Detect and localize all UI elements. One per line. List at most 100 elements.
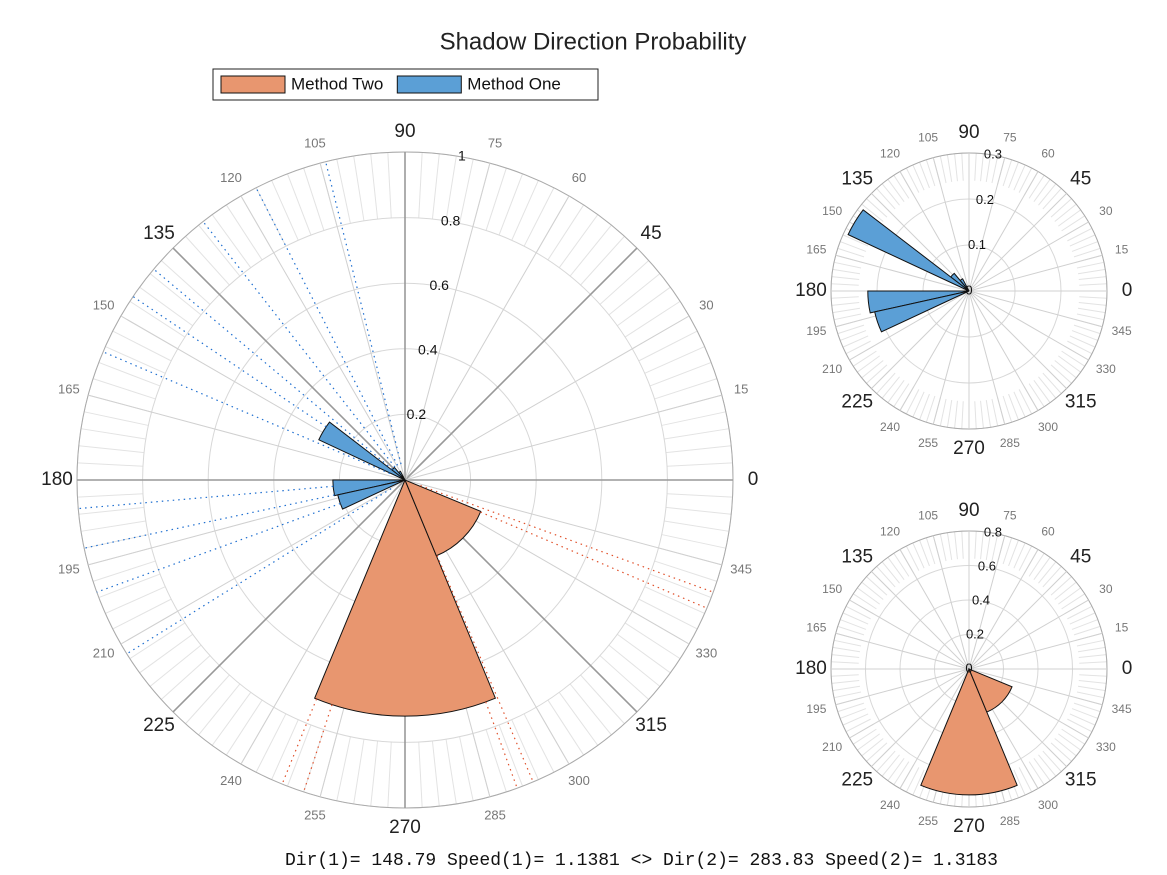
theta-tick-label: 180 [41, 469, 73, 490]
minor-spoke [511, 719, 539, 780]
theta-tick-label: 165 [806, 242, 826, 256]
minor-spoke [459, 159, 474, 224]
minor-spoke [445, 155, 457, 221]
theta-tick-label: 300 [568, 773, 590, 788]
theta-tick-label: 330 [1096, 362, 1116, 376]
minor-spoke [370, 740, 379, 807]
ray [255, 187, 399, 466]
theta-tick-label: 120 [220, 170, 242, 185]
minor-spoke [954, 531, 958, 560]
minor-spoke [1079, 674, 1107, 677]
minor-spoke [887, 179, 905, 202]
minor-spoke [837, 247, 865, 258]
theta-tick-label: 0 [1122, 658, 1133, 679]
minor-spoke [905, 167, 920, 193]
theta-tick-label: 30 [1099, 204, 1113, 218]
minor-spoke [946, 532, 953, 561]
minor-spoke [149, 273, 202, 316]
minor-spoke [624, 622, 681, 660]
minor-spoke [78, 445, 145, 454]
minor-spoke [418, 152, 423, 218]
theta-tick-label: 300 [1038, 420, 1058, 434]
spoke [240, 195, 406, 481]
theta-tick-label: 225 [841, 392, 873, 413]
theta-tick-label: 255 [918, 814, 938, 828]
spoke [932, 290, 970, 425]
minor-spoke [255, 713, 287, 773]
minor-spoke [608, 644, 661, 687]
minor-spoke [991, 155, 999, 184]
minor-spoke [905, 545, 920, 571]
theta-tick-label: 75 [1003, 131, 1017, 145]
minor-spoke [831, 276, 860, 280]
theta-tick-label: 0 [748, 469, 759, 490]
minor-spoke [624, 300, 681, 338]
minor-spoke [852, 593, 877, 610]
minor-spoke [1018, 767, 1033, 793]
minor-spoke [485, 167, 507, 231]
theta-tick-label: 105 [918, 131, 938, 145]
minor-spoke [1018, 545, 1033, 571]
minor-spoke [946, 154, 953, 183]
minor-spoke [832, 685, 861, 692]
minor-spoke [599, 655, 650, 700]
minor-spoke [842, 612, 869, 625]
minor-spoke [160, 655, 211, 700]
legend-swatch [396, 75, 462, 94]
minor-spoke [980, 531, 984, 560]
theta-tick-label: 345 [1112, 324, 1132, 338]
theta-tick-label: 135 [841, 168, 873, 189]
spoke [404, 247, 638, 481]
minor-spoke [954, 153, 958, 182]
minor-spoke [833, 639, 862, 647]
minor-spoke [1067, 227, 1093, 242]
minor-spoke [919, 161, 930, 189]
theta-tick-label: 195 [58, 562, 80, 577]
minor-spoke [845, 605, 871, 620]
theta-tick-label: 150 [822, 204, 842, 218]
theta-tick-label: 195 [806, 324, 826, 338]
spoke [871, 290, 970, 389]
minor-spoke [1067, 340, 1093, 355]
minor-spoke [1077, 646, 1106, 653]
minor-spoke [912, 391, 925, 418]
minor-spoke [861, 360, 884, 379]
minor-spoke [1018, 389, 1033, 415]
theta-tick-label: 120 [880, 146, 900, 160]
minor-spoke [912, 542, 925, 569]
minor-spoke [303, 729, 325, 793]
minor-spoke [912, 164, 925, 191]
r-tick-label: 0.4 [972, 592, 990, 607]
ray [202, 221, 396, 468]
r-tick-label: 0.3 [984, 147, 1002, 162]
minor-spoke [664, 428, 730, 440]
minor-spoke [852, 350, 877, 367]
theta-tick-label: 90 [394, 121, 415, 142]
minor-spoke [84, 534, 149, 549]
ray [102, 351, 391, 475]
spoke [968, 599, 1089, 670]
minor-spoke [523, 713, 555, 773]
theta-tick-label: 225 [143, 715, 175, 736]
minor-spoke [866, 576, 888, 596]
minor-spoke [1076, 313, 1105, 321]
minor-spoke [569, 683, 612, 736]
minor-spoke [1042, 188, 1062, 210]
minor-spoke [112, 330, 172, 362]
spoke [899, 290, 970, 411]
ray [325, 161, 402, 465]
minor-spoke [511, 180, 539, 241]
theta-tick-label: 15 [734, 381, 748, 396]
theta-tick-label: 240 [880, 798, 900, 812]
theta-tick-label: 195 [806, 702, 826, 716]
minor-spoke [638, 598, 698, 630]
minor-spoke [1073, 702, 1101, 713]
minor-spoke [569, 224, 612, 277]
minor-spoke [80, 428, 146, 440]
minor-spoke [1073, 625, 1101, 636]
minor-spoke [92, 560, 156, 582]
minor-spoke [418, 742, 423, 808]
theta-tick-label: 75 [488, 135, 502, 150]
